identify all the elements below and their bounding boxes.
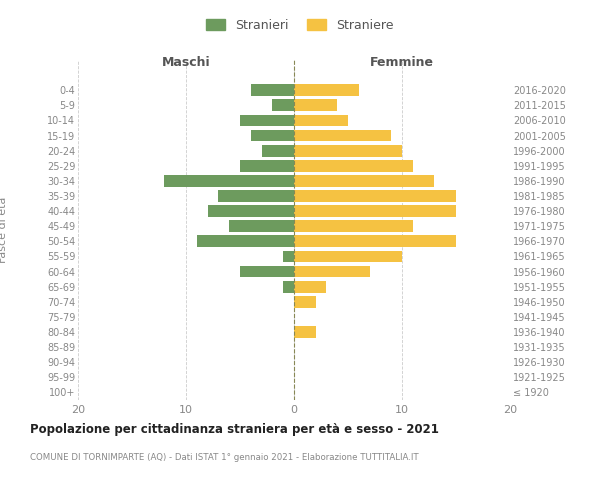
Bar [294, 100, 337, 111]
Bar [294, 205, 456, 217]
Bar [294, 326, 316, 338]
Bar [294, 296, 316, 308]
Text: Maschi: Maschi [161, 56, 211, 69]
Text: Popolazione per cittadinanza straniera per età e sesso - 2021: Popolazione per cittadinanza straniera p… [30, 422, 439, 436]
Bar [208, 205, 294, 217]
Bar [294, 281, 326, 292]
Legend: Stranieri, Straniere: Stranieri, Straniere [202, 14, 398, 37]
Bar [283, 250, 294, 262]
Bar [251, 84, 294, 96]
Bar [294, 266, 370, 278]
Bar [294, 114, 348, 126]
Bar [251, 130, 294, 141]
Bar [262, 145, 294, 156]
Bar [294, 84, 359, 96]
Bar [294, 130, 391, 141]
Bar [294, 145, 402, 156]
Bar [294, 175, 434, 187]
Bar [240, 160, 294, 172]
Bar [294, 236, 456, 247]
Bar [229, 220, 294, 232]
Bar [272, 100, 294, 111]
Bar [294, 250, 402, 262]
Text: COMUNE DI TORNIMPARTE (AQ) - Dati ISTAT 1° gennaio 2021 - Elaborazione TUTTITALI: COMUNE DI TORNIMPARTE (AQ) - Dati ISTAT … [30, 452, 419, 462]
Bar [218, 190, 294, 202]
Bar [294, 190, 456, 202]
Y-axis label: Fasce di età: Fasce di età [0, 197, 8, 263]
Bar [240, 266, 294, 278]
Bar [197, 236, 294, 247]
Bar [294, 220, 413, 232]
Text: Femmine: Femmine [370, 56, 434, 69]
Bar [294, 160, 413, 172]
Bar [283, 281, 294, 292]
Bar [240, 114, 294, 126]
Bar [164, 175, 294, 187]
